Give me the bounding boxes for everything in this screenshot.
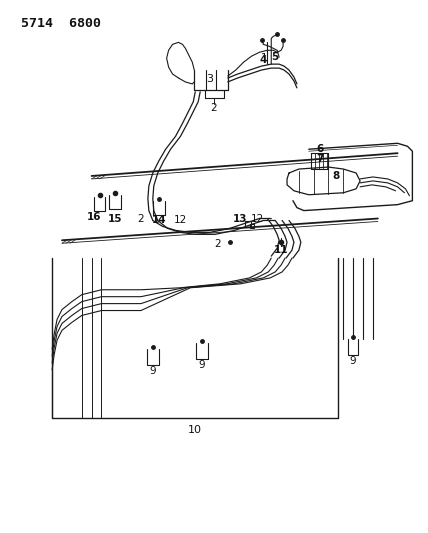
Text: 8: 8 bbox=[333, 171, 340, 181]
Text: 16: 16 bbox=[86, 212, 101, 222]
Text: 15: 15 bbox=[108, 214, 122, 223]
Text: 2: 2 bbox=[214, 239, 221, 249]
Text: 9: 9 bbox=[350, 356, 357, 366]
Text: 9: 9 bbox=[149, 366, 156, 376]
Text: 1: 1 bbox=[261, 53, 268, 63]
Text: 3: 3 bbox=[207, 74, 214, 84]
Text: 11: 11 bbox=[274, 245, 288, 255]
Text: 9: 9 bbox=[199, 360, 205, 370]
Text: 12: 12 bbox=[174, 215, 187, 225]
Text: 10: 10 bbox=[188, 425, 202, 435]
Text: 13: 13 bbox=[232, 214, 247, 223]
Text: 5714  6800: 5714 6800 bbox=[21, 17, 101, 30]
Text: 6: 6 bbox=[316, 144, 323, 154]
Text: 12: 12 bbox=[251, 214, 264, 223]
Text: 14: 14 bbox=[152, 215, 166, 225]
Text: 7: 7 bbox=[316, 154, 323, 164]
Text: 4: 4 bbox=[260, 55, 268, 65]
Text: 5: 5 bbox=[271, 52, 279, 62]
Text: 2: 2 bbox=[138, 214, 144, 223]
Text: 2: 2 bbox=[211, 103, 217, 112]
